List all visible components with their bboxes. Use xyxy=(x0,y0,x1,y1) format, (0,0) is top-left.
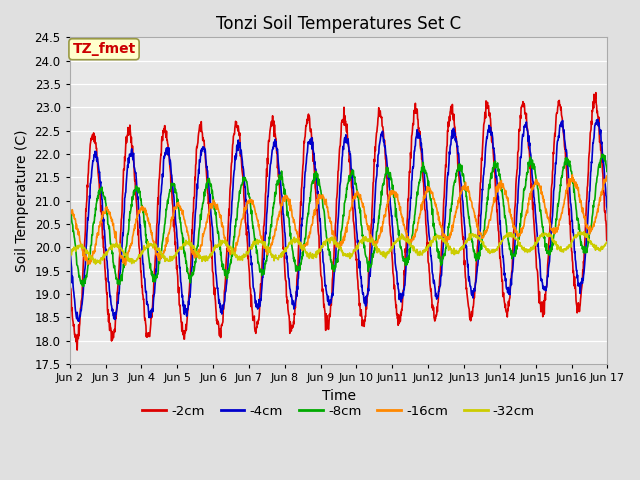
-4cm xyxy=(422,197,430,203)
-32cm xyxy=(66,251,74,257)
Text: TZ_fmet: TZ_fmet xyxy=(72,42,136,56)
-8cm xyxy=(186,273,193,278)
-16cm xyxy=(604,177,611,183)
-16cm xyxy=(122,262,129,268)
-8cm xyxy=(246,194,253,200)
-8cm xyxy=(66,205,74,211)
-2cm xyxy=(604,239,611,245)
-16cm xyxy=(422,189,430,194)
-16cm xyxy=(173,204,180,210)
-8cm xyxy=(493,162,500,168)
-16cm xyxy=(568,172,576,178)
-2cm xyxy=(66,272,74,278)
-4cm xyxy=(186,293,193,299)
-4cm xyxy=(66,244,74,250)
-16cm xyxy=(493,184,500,190)
-8cm xyxy=(598,151,605,157)
-32cm xyxy=(604,240,611,246)
-32cm xyxy=(493,246,500,252)
Y-axis label: Soil Temperature (C): Soil Temperature (C) xyxy=(15,130,29,272)
-4cm xyxy=(493,173,500,179)
-2cm xyxy=(74,347,81,353)
-8cm xyxy=(173,190,180,196)
-4cm xyxy=(604,210,611,216)
-16cm xyxy=(186,240,193,245)
Title: Tonzi Soil Temperatures Set C: Tonzi Soil Temperatures Set C xyxy=(216,15,461,33)
-8cm xyxy=(422,171,430,177)
-32cm xyxy=(246,245,253,251)
-8cm xyxy=(604,168,611,174)
-16cm xyxy=(66,208,74,214)
Legend: -2cm, -4cm, -8cm, -16cm, -32cm: -2cm, -4cm, -8cm, -16cm, -32cm xyxy=(137,399,540,423)
-16cm xyxy=(246,197,253,203)
-2cm xyxy=(592,90,600,96)
-4cm xyxy=(76,318,83,324)
-4cm xyxy=(246,244,253,250)
-16cm xyxy=(540,197,548,203)
-2cm xyxy=(246,283,253,288)
Line: -8cm: -8cm xyxy=(70,154,607,287)
-8cm xyxy=(80,284,88,289)
X-axis label: Time: Time xyxy=(321,389,356,403)
-32cm xyxy=(422,244,430,250)
-32cm xyxy=(186,242,193,248)
Line: -32cm: -32cm xyxy=(70,232,607,264)
-2cm xyxy=(173,266,180,272)
Line: -2cm: -2cm xyxy=(70,93,607,350)
-4cm xyxy=(540,284,548,290)
-8cm xyxy=(540,233,548,239)
-2cm xyxy=(540,298,548,303)
-4cm xyxy=(594,117,602,122)
-2cm xyxy=(422,224,430,229)
-4cm xyxy=(173,227,180,233)
-32cm xyxy=(92,261,99,267)
Line: -16cm: -16cm xyxy=(70,175,607,265)
Line: -4cm: -4cm xyxy=(70,120,607,321)
-32cm xyxy=(580,229,588,235)
-32cm xyxy=(540,232,548,238)
-32cm xyxy=(173,251,180,257)
-2cm xyxy=(493,193,500,199)
-2cm xyxy=(186,282,193,288)
